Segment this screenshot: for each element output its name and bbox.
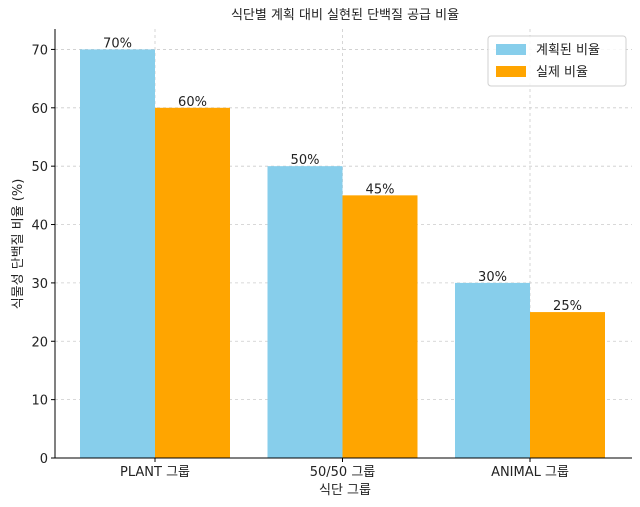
bar-planned <box>455 282 530 458</box>
bar-value-label: 50% <box>291 153 320 168</box>
legend-entry-label: 계획된 비율 <box>536 43 600 58</box>
y-tick-label: 30 <box>31 277 48 292</box>
bar-actual <box>155 107 230 458</box>
bar-value-label: 25% <box>553 299 582 314</box>
legend-entry-label: 실제 비율 <box>536 65 588 80</box>
bar-actual <box>530 312 605 458</box>
bar-value-label: 45% <box>366 182 395 197</box>
bar-planned <box>267 166 343 458</box>
y-tick-label: 10 <box>31 394 48 409</box>
y-tick-label: 20 <box>31 335 48 350</box>
legend-swatch <box>496 66 526 77</box>
bar-actual <box>342 195 418 459</box>
bar-value-label: 70% <box>103 36 132 51</box>
bar-value-label: 60% <box>178 95 207 110</box>
bar-value-label: 30% <box>478 270 507 285</box>
bars <box>80 49 605 459</box>
x-tick-label: 50/50 그룹 <box>310 465 376 480</box>
axes: 0 10 20 30 40 50 60 70 PLANT 그룹 50/50 그룹 ANIMAL 그룹 <box>31 29 632 480</box>
data-labels: 70% 50% 30% 60% 45% 25% <box>103 36 582 314</box>
x-tick-label: PLANT 그룹 <box>120 465 190 480</box>
y-tick-label: 40 <box>31 219 48 234</box>
y-tick-label: 0 <box>40 452 48 467</box>
legend-swatch <box>496 44 526 55</box>
y-tick-label: 50 <box>31 160 48 175</box>
bar-planned <box>80 49 155 459</box>
x-tick-label: ANIMAL 그룹 <box>491 465 569 480</box>
y-tick-label: 60 <box>31 102 48 117</box>
y-tick-label: 70 <box>31 43 48 58</box>
chart-title: 식단별 계획 대비 실현된 단백질 공급 비율 <box>231 8 459 23</box>
x-axis-title: 식단 그룹 <box>319 483 371 498</box>
y-axis-title: 식물성 단백질 비율 (%) <box>11 179 26 310</box>
